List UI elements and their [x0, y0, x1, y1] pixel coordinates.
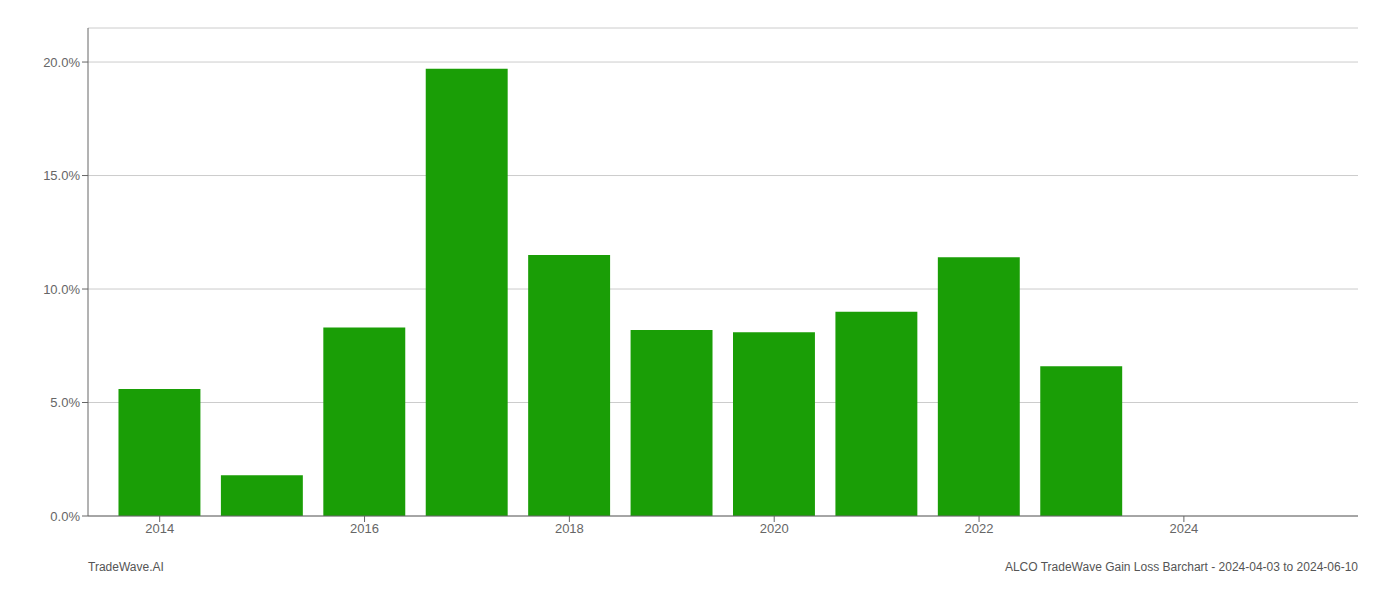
svg-text:10.0%: 10.0% — [43, 282, 80, 297]
svg-text:2016: 2016 — [350, 521, 379, 536]
svg-text:5.0%: 5.0% — [50, 395, 80, 410]
svg-text:2014: 2014 — [145, 521, 174, 536]
svg-text:2020: 2020 — [760, 521, 789, 536]
html-text:TradeWave.AI: TradeWave.AI — [88, 560, 164, 574]
svg-text:0.0%: 0.0% — [50, 509, 80, 524]
svg-text:2022: 2022 — [965, 521, 994, 536]
svg-text:20.0%: 20.0% — [43, 55, 80, 70]
svg-text:2018: 2018 — [555, 521, 584, 536]
html-text:ALCO TradeWave Gain Loss Barch: ALCO TradeWave Gain Loss Barchart - 2024… — [1004, 560, 1358, 574]
svg-text:2024: 2024 — [1169, 521, 1198, 536]
svg-text:15.0%: 15.0% — [43, 168, 80, 183]
